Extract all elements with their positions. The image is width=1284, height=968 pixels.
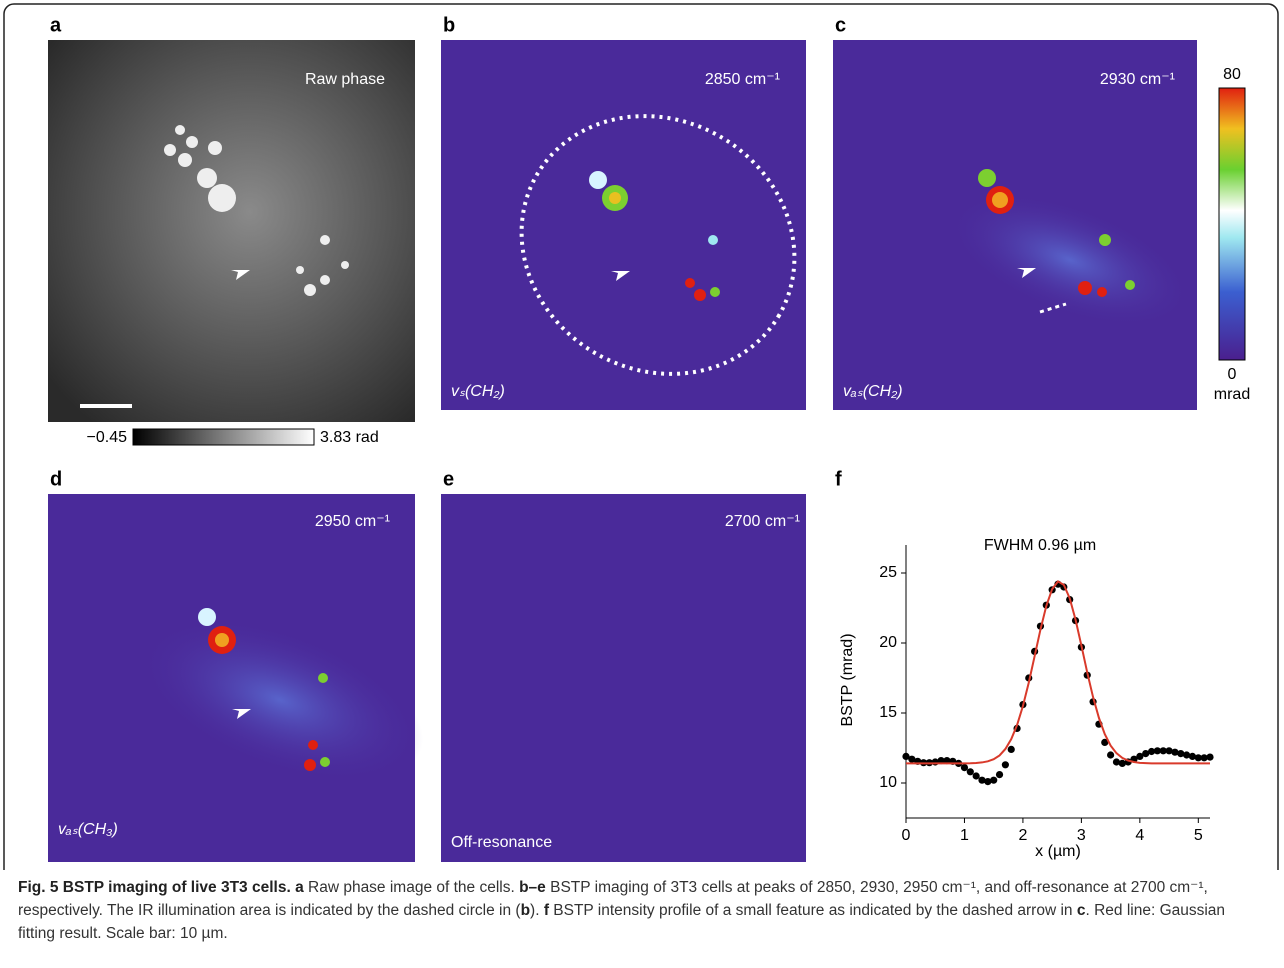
scale-bar — [80, 404, 132, 408]
fit-line — [906, 581, 1210, 763]
color-colorbar — [1219, 88, 1245, 360]
data-point — [1002, 761, 1009, 768]
x-tick-label: 5 — [1194, 827, 1203, 844]
y-tick-label: 25 — [879, 564, 897, 581]
page: a b c d e f Raw phase 2850 cm⁻¹ 2930 cm⁻… — [0, 0, 1284, 968]
data-point — [1107, 751, 1114, 758]
caption-text: Raw phase image of the cells. — [304, 879, 519, 896]
x-axis-label: x (µm) — [1035, 843, 1081, 860]
panel-label: Raw phase — [305, 71, 385, 88]
x-tick-label: 0 — [902, 827, 911, 844]
caption-text: a — [291, 879, 304, 896]
mode-label: vₐₛ(CH₂) — [843, 383, 903, 400]
caption: Fig. 5 BSTP imaging of live 3T3 cells. a… — [18, 876, 1266, 945]
caption-text: BSTP intensity profile of a small featur… — [549, 902, 1077, 919]
mode-label: Off-resonance — [451, 834, 552, 851]
data-point — [1206, 754, 1213, 761]
y-tick-label: 20 — [879, 634, 897, 651]
image-b — [441, 40, 806, 410]
x-tick-label: 3 — [1077, 827, 1086, 844]
data-point — [961, 764, 968, 771]
caption-text: b–e — [519, 879, 546, 896]
x-tick-label: 1 — [960, 827, 969, 844]
y-tick-label: 15 — [879, 704, 897, 721]
panel-letter: d — [50, 468, 62, 490]
caption-text: b — [521, 902, 530, 919]
image-e — [441, 494, 806, 862]
data-point — [990, 777, 997, 784]
data-point — [967, 768, 974, 775]
image-a — [48, 40, 415, 422]
data-point — [996, 771, 1003, 778]
panel-letter: b — [443, 14, 455, 36]
panel-label: 2930 cm⁻¹ — [1100, 71, 1175, 88]
caption-text: Fig. 5 BSTP imaging of live 3T3 cells. — [18, 879, 291, 896]
panel-letter: c — [835, 14, 846, 36]
colorbar-min: 0 — [1228, 366, 1237, 383]
colorbar-max: 3.83 rad — [320, 429, 379, 446]
colorbar-min: −0.45 — [87, 429, 128, 446]
mode-label: vₐₛ(CH₃) — [58, 821, 118, 838]
x-tick-label: 4 — [1135, 827, 1144, 844]
data-point — [973, 772, 980, 779]
gray-colorbar — [133, 429, 314, 445]
colorbar-unit: mrad — [1214, 386, 1250, 403]
figure: a b c d e f Raw phase 2850 cm⁻¹ 2930 cm⁻… — [0, 0, 1284, 870]
caption-text: ). — [530, 902, 544, 919]
mode-label: vₛ(CH₂) — [451, 383, 505, 400]
panel-label: 2700 cm⁻¹ — [725, 513, 800, 530]
x-tick-label: 2 — [1018, 827, 1027, 844]
data-point — [1008, 746, 1015, 753]
y-tick-label: 10 — [879, 774, 897, 791]
y-axis-label: BSTP (mrad) — [839, 633, 856, 726]
panel-letter: f — [835, 468, 842, 490]
colorbar-max: 80 — [1223, 66, 1241, 83]
panel-label: 2950 cm⁻¹ — [315, 513, 390, 530]
panel-letter: e — [443, 468, 454, 490]
chart-title: FWHM 0.96 µm — [984, 537, 1096, 554]
panel-label: 2850 cm⁻¹ — [705, 71, 780, 88]
panel-letter: a — [50, 14, 62, 36]
